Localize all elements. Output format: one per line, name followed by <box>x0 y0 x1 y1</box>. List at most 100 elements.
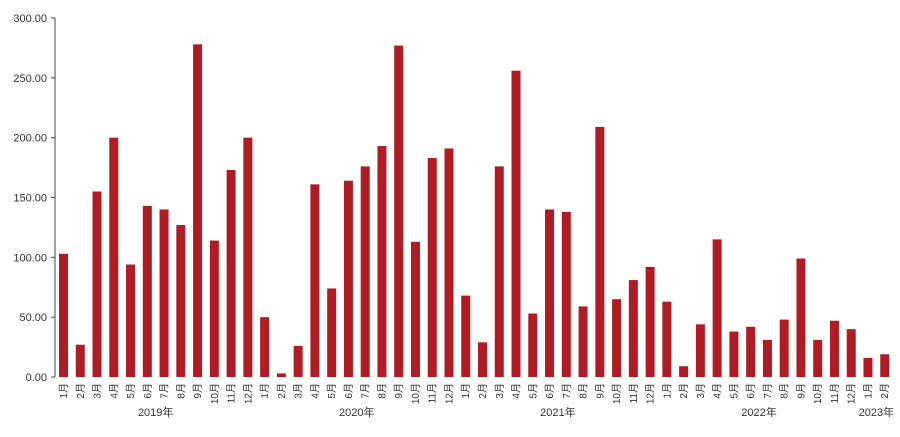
x-tick-label: 10月 <box>410 383 422 404</box>
year-label: 2023年 <box>859 405 894 419</box>
bar <box>394 45 404 377</box>
y-tick-label: 250.00 <box>13 73 47 85</box>
bar <box>645 266 655 377</box>
x-tick-label: 10月 <box>812 383 824 404</box>
bar <box>478 342 487 377</box>
year-label: 2021年 <box>540 405 575 419</box>
y-tick-label: 200.00 <box>13 133 47 145</box>
year-label: 2019年 <box>138 405 173 419</box>
y-tick-label: 150.00 <box>13 193 47 205</box>
year-label: 2022年 <box>741 405 776 419</box>
x-tick-label: 11月 <box>226 383 238 403</box>
bar <box>829 320 839 377</box>
bar <box>109 137 119 377</box>
bar <box>209 240 219 377</box>
x-tick-label: 12月 <box>645 383 657 404</box>
bar <box>126 264 136 377</box>
bar <box>762 339 772 377</box>
x-tick-label: 7月 <box>360 383 372 399</box>
bar <box>695 324 705 377</box>
bar <box>628 280 638 377</box>
x-tick-label: 6月 <box>142 383 154 399</box>
y-tick-label: 300.00 <box>13 13 47 25</box>
bar <box>444 148 454 377</box>
bar <box>410 241 420 377</box>
bar <box>679 366 689 377</box>
bar <box>612 299 622 377</box>
x-tick-label: 2月 <box>678 383 690 399</box>
x-tick-label: 7月 <box>762 383 774 399</box>
x-tick-label: 12月 <box>443 383 455 404</box>
x-tick-label: 2月 <box>477 383 489 399</box>
x-tick-label: 4月 <box>511 383 523 399</box>
bar <box>595 126 605 377</box>
x-tick-label: 4月 <box>108 383 120 399</box>
x-tick-label: 1月 <box>259 383 271 399</box>
x-tick-label: 11月 <box>628 383 640 403</box>
x-tick-label: 8月 <box>175 383 187 399</box>
x-tick-label: 1月 <box>460 383 472 399</box>
bar <box>662 301 672 377</box>
bar <box>729 331 739 377</box>
x-tick-label: 4月 <box>712 383 724 399</box>
bar <box>461 295 471 377</box>
x-tick-label: 11月 <box>427 383 439 403</box>
x-tick-label: 1月 <box>661 383 673 399</box>
x-tick-label: 9月 <box>594 383 606 399</box>
bar <box>176 225 186 377</box>
bar <box>880 354 890 377</box>
bar <box>427 158 437 377</box>
bar <box>511 70 521 378</box>
bar <box>142 205 152 377</box>
bar <box>494 166 504 377</box>
x-tick-label: 3月 <box>92 383 104 399</box>
x-tick-label: 5月 <box>125 383 137 399</box>
bar <box>545 209 555 377</box>
bar <box>561 211 571 377</box>
bar <box>92 191 102 377</box>
x-tick-label: 7月 <box>561 383 573 399</box>
x-tick-label: 5月 <box>527 383 539 399</box>
bar <box>796 258 806 377</box>
x-tick-label: 12月 <box>846 383 858 404</box>
bar <box>712 239 722 377</box>
year-label: 2020年 <box>339 405 374 419</box>
bar <box>327 288 337 377</box>
bar <box>226 169 236 377</box>
x-tick-label: 7月 <box>159 383 171 399</box>
x-tick-label: 3月 <box>494 383 506 399</box>
x-tick-label: 1月 <box>862 383 874 399</box>
bar <box>863 357 873 377</box>
x-tick-label: 6月 <box>745 383 757 399</box>
x-tick-label: 2月 <box>276 383 288 399</box>
x-tick-label: 6月 <box>343 383 355 399</box>
x-tick-label: 9月 <box>393 383 405 399</box>
bar <box>260 317 270 377</box>
x-tick-label: 9月 <box>192 383 204 399</box>
bar <box>293 345 303 377</box>
bar <box>159 209 169 377</box>
y-tick-label: 50.00 <box>19 312 47 324</box>
bar <box>310 184 320 377</box>
y-tick-label: 0.00 <box>26 372 47 384</box>
y-tick-label: 100.00 <box>13 252 47 264</box>
bar <box>343 180 353 377</box>
bar <box>813 339 823 377</box>
x-tick-label: 12月 <box>242 383 254 404</box>
x-tick-label: 8月 <box>578 383 590 399</box>
x-tick-label: 6月 <box>544 383 556 399</box>
x-tick-label: 10月 <box>611 383 623 404</box>
bar <box>528 313 538 377</box>
bar <box>75 344 85 377</box>
x-tick-label: 3月 <box>695 383 707 399</box>
x-tick-label: 2月 <box>879 383 891 399</box>
bar <box>276 373 286 377</box>
bar <box>59 253 68 377</box>
x-tick-label: 8月 <box>376 383 388 399</box>
x-tick-label: 3月 <box>293 383 305 399</box>
bar <box>779 319 789 377</box>
bar <box>377 146 387 377</box>
x-tick-label: 9月 <box>795 383 807 399</box>
x-tick-label: 5月 <box>728 383 740 399</box>
